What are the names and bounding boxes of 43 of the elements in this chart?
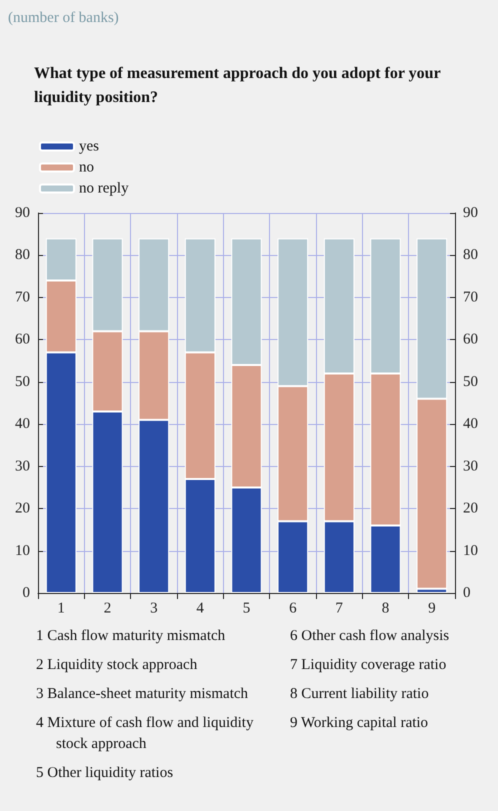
x-tick-label: 1 [57,600,65,616]
y2-tick-label: 50 [463,374,478,390]
text: 7 Liquidity coverage ratio [290,656,448,675]
y2-tick-label: 20 [463,500,478,517]
legend-label: no [79,160,94,176]
y-tick-label: 50 [15,374,30,390]
y-tick-label: 0 [22,585,30,601]
y-tick-label: 90 [15,205,30,221]
x-tick-label: 4 [196,600,204,616]
text: 9 Working capital ratio [290,714,430,733]
text: 3 Balance-sheet maturity mismatch [36,685,250,704]
x-tick-label: 5 [242,600,250,616]
y-tick-label: 20 [15,500,30,517]
y-tick-label: 70 [15,289,30,306]
y-tick-label: 10 [15,542,30,559]
y2-tick-label: 30 [463,458,478,474]
y2-tick-label: 40 [463,416,478,432]
y-tick-label: 80 [15,247,30,264]
y2-tick-label: 80 [463,247,478,264]
y2-tick-label: 60 [463,332,478,348]
text: 2 Liquidity stock approach [36,656,198,675]
y2-tick-label: 0 [463,585,470,601]
x-tick-label: 2 [104,600,112,616]
y2-tick-label: 90 [463,205,478,221]
text: 4 Mixture of cash flow and liquidity stock approach [36,714,254,754]
y-tick-label: 30 [15,458,30,474]
y-tick-label: 60 [15,332,30,348]
x-tick-label: 6 [289,600,298,616]
x-tick-label: 7 [335,600,344,616]
text: 6 Other cash flow analysis [290,627,450,646]
legend-label: yes [79,138,100,154]
x-tick-label: 9 [428,600,436,616]
text: 1 Cash flow maturity mismatch [36,627,226,646]
y2-tick-label: 70 [463,289,478,306]
x-tick-label: 3 [150,600,158,616]
y-tick-label: 40 [15,416,30,432]
x-tick-label: 8 [382,600,390,616]
text: 8 Current liability ratio [290,685,430,704]
chart-subtitle: (number of banks) [8,10,119,27]
chart-title: What type of measurement approach do you adopt for your liquidity position? [34,64,442,108]
legend-label: no reply [79,180,130,196]
y2-tick-label: 10 [463,542,478,559]
text: 5 Other liquidity ratios [36,764,174,783]
